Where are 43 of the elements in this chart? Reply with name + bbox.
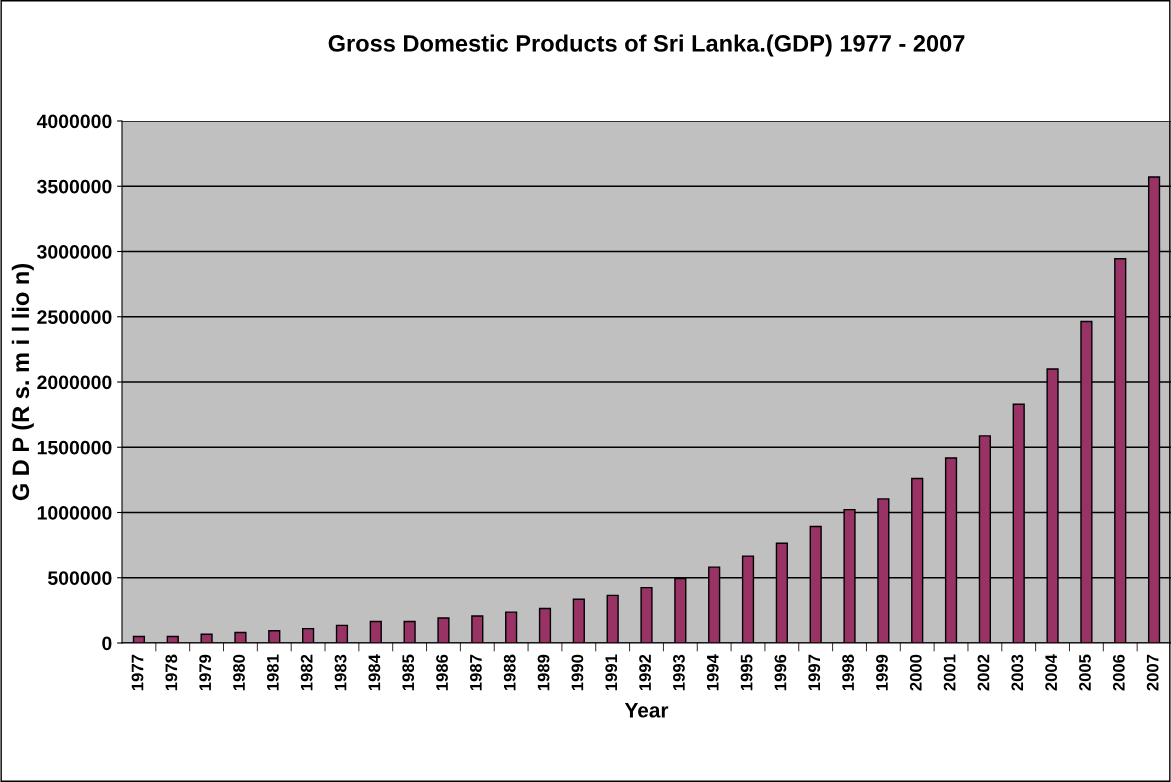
x-tick-label: 2005 bbox=[1079, 654, 1091, 691]
y-tick-label: 2000000 bbox=[37, 375, 112, 390]
y-tick-label: 500000 bbox=[48, 571, 112, 585]
x-tick-label: 2004 bbox=[1045, 654, 1058, 691]
x-tick-label: 1988 bbox=[503, 654, 516, 691]
x-tick-label: 1986 bbox=[436, 654, 448, 691]
y-tick-label: 3000000 bbox=[37, 244, 112, 259]
x-tick-label: 2002 bbox=[977, 654, 990, 691]
x-tick-label: 1985 bbox=[402, 654, 415, 691]
x-tick-label: 1995 bbox=[740, 654, 753, 691]
x-tick-label: 1998 bbox=[842, 654, 855, 691]
y-tick-label: 1000000 bbox=[37, 505, 112, 520]
x-tick-label: 1990 bbox=[571, 654, 584, 691]
x-tick-label: 1979 bbox=[199, 654, 212, 691]
x-tick-label: 1994 bbox=[706, 654, 719, 691]
x-tick-label: 1984 bbox=[368, 654, 381, 691]
chart-title: Gross Domestic Products of Sri Lanka.(GDP) 1977 - 2007 bbox=[328, 34, 965, 57]
x-tick-label: 2001 bbox=[943, 654, 956, 691]
x-tick-label: 1982 bbox=[300, 654, 313, 691]
x-tick-label: 1987 bbox=[469, 654, 482, 691]
x-tick-label: 1999 bbox=[876, 654, 888, 691]
y-axis-title: G D P (R s. m i l lio n) bbox=[11, 264, 34, 501]
x-tick-label: 1991 bbox=[605, 654, 618, 691]
x-tick-label: 1997 bbox=[808, 654, 821, 691]
x-axis-title: Year bbox=[624, 703, 669, 718]
y-tick-label: 2500000 bbox=[37, 310, 112, 324]
x-tick-label: 2003 bbox=[1011, 654, 1024, 691]
x-tick-label: 1989 bbox=[537, 654, 550, 691]
x-tick-label: 1992 bbox=[639, 654, 651, 691]
x-tick-label: 2000 bbox=[909, 654, 922, 691]
x-tick-label: 2006 bbox=[1112, 654, 1125, 691]
x-tick-label: 2007 bbox=[1146, 654, 1159, 691]
y-tick-label: 3500000 bbox=[37, 179, 112, 194]
x-tick-label: 1993 bbox=[673, 654, 685, 691]
x-tick-label: 1981 bbox=[266, 654, 279, 691]
x-tick-label: 1996 bbox=[774, 654, 787, 691]
y-tick-label: 0 bbox=[102, 636, 112, 651]
y-tick-label: 1500000 bbox=[37, 440, 112, 455]
x-tick-label: 1978 bbox=[165, 654, 178, 691]
y-tick-label: 4000000 bbox=[36, 114, 112, 129]
x-tick-label: 1980 bbox=[233, 654, 245, 691]
x-tick-label: 1983 bbox=[334, 654, 347, 691]
x-tick-label: 1977 bbox=[131, 654, 144, 691]
